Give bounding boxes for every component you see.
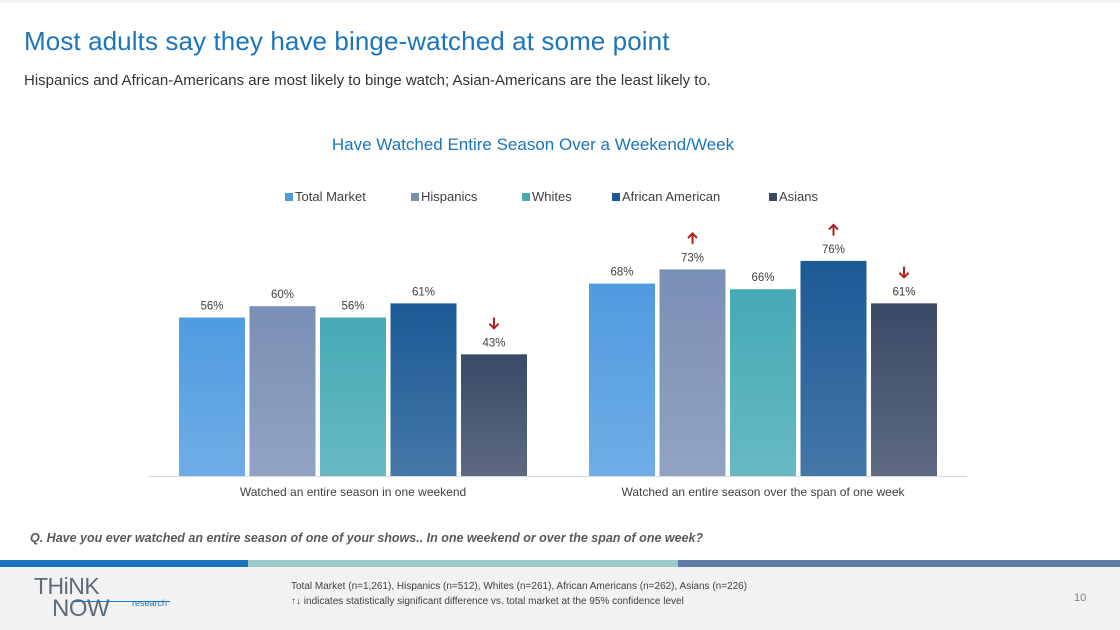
page-subtitle: Hispanics and African-Americans are most… — [24, 72, 711, 89]
data-label: 56% — [341, 301, 364, 313]
footer — [0, 567, 1120, 630]
data-label: 76% — [822, 244, 845, 256]
data-label: 60% — [271, 289, 294, 301]
legend-swatch — [522, 193, 530, 201]
significance-up-arrow-icon — [687, 231, 698, 245]
thinknow-logo: THiNK NOW research — [34, 573, 174, 623]
chart-title: Have Watched Entire Season Over a Weeken… — [331, 135, 735, 154]
legend-swatch — [411, 193, 419, 201]
bar — [390, 303, 457, 476]
logo-rule — [74, 601, 170, 602]
bar — [800, 260, 867, 476]
significance-down-arrow-icon — [489, 317, 499, 330]
bar — [320, 317, 386, 476]
legend-item: Whites — [522, 189, 572, 204]
data-label: 68% — [610, 267, 633, 279]
legend-label: African American — [622, 189, 721, 204]
bar — [730, 289, 796, 476]
bar-chart: 56% 60% 56% 61% 43% Watched an entire season … — [148, 223, 967, 499]
page-number: 10 — [1074, 592, 1087, 604]
bar — [249, 306, 316, 476]
stripe-left — [0, 560, 248, 567]
data-label: 66% — [751, 272, 774, 284]
top-rule — [0, 0, 1120, 3]
legend-label: Total Market — [295, 189, 366, 204]
data-label: 73% — [681, 252, 704, 264]
bar — [461, 354, 527, 476]
data-label: 61% — [892, 286, 915, 298]
legend-label: Hispanics — [421, 189, 478, 204]
significance-note-line: ↑↓ indicates statistically significant d… — [291, 596, 684, 607]
data-label: 61% — [412, 286, 435, 298]
bar — [659, 269, 726, 476]
logo-now: NOW — [52, 595, 110, 622]
logo-research: research — [132, 598, 168, 608]
logo-think: THiNK — [34, 573, 100, 599]
legend-item: Hispanics — [411, 189, 477, 204]
significance-down-arrow-icon — [899, 266, 909, 279]
legend-label: Asians — [779, 189, 819, 204]
legend-label: Whites — [532, 189, 572, 204]
category-label: Watched an entire season over the span o… — [621, 485, 905, 499]
bar — [179, 317, 245, 476]
data-label: 43% — [482, 337, 505, 349]
stripe-middle — [248, 560, 678, 567]
legend-swatch — [285, 193, 293, 201]
legend-item: Asians — [769, 189, 818, 204]
bar — [589, 283, 655, 476]
bar — [871, 303, 937, 476]
legend-item: African American — [612, 189, 720, 204]
category-label: Watched an entire season in one weekend — [240, 485, 466, 499]
significance-up-arrow-icon — [828, 223, 839, 236]
sample-size-note: Total Market (n=1,261), Hispanics (n=512… — [291, 581, 748, 592]
legend-item: Total Market — [285, 189, 366, 204]
legend-swatch — [769, 193, 777, 201]
legend-swatch — [612, 193, 620, 201]
page-title: Most adults say they have binge-watched … — [24, 26, 670, 56]
significance-note: indicates statistically significant diff… — [303, 596, 684, 607]
stripe-right — [678, 560, 1120, 567]
survey-question: Q. Have you ever watched an entire seaso… — [30, 531, 704, 545]
data-label: 56% — [200, 301, 223, 313]
significance-arrows-icon: ↑↓ — [291, 596, 301, 607]
